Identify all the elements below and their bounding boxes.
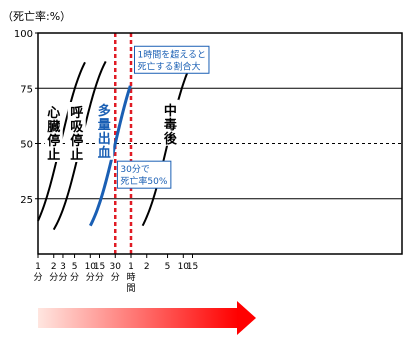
x-tick-label: 5: [72, 262, 78, 272]
y-tick-label: 75: [20, 84, 33, 95]
x-tick-label: 分: [86, 272, 95, 283]
series-label: 中毒後: [161, 99, 180, 147]
time-arrow-head: [237, 301, 256, 335]
annotation-text: 30分で死亡率50%: [120, 164, 167, 187]
x-tick-label: 間: [126, 283, 135, 294]
x-tick-label: 30: [110, 262, 122, 272]
series-label-bg: [67, 101, 86, 162]
y-tick-label: 50: [20, 140, 33, 151]
series-label-text: 心臓停止: [47, 106, 60, 163]
x-tick-label: 5: [165, 262, 171, 272]
x-tick-label: 15: [187, 262, 198, 272]
annotation-frame: [133, 45, 210, 74]
x-tick-label: 分: [95, 272, 104, 283]
x-tick-label: 10: [178, 262, 190, 272]
series-curve: [88, 85, 132, 227]
annotation-text: 1時間を超えると死亡する割合大: [137, 48, 205, 72]
y-tick-label: 25: [20, 195, 33, 206]
x-tick-label: 10: [85, 262, 97, 272]
annotation-box: 1時間を超えると死亡する割合大: [133, 45, 210, 74]
annotation-box: 30分で死亡率50%: [116, 160, 172, 189]
series-label-bg: [161, 99, 180, 146]
series-label-bg: [95, 99, 114, 160]
series-label-text: 多量出血: [98, 103, 111, 161]
x-tick-label: 2: [144, 262, 150, 272]
reference-lines: [114, 33, 133, 254]
x-tick-label: 2: [51, 262, 57, 272]
annotation-frame: [116, 160, 172, 189]
x-tick-label: 分: [111, 272, 120, 283]
series-label: 呼吸停止: [67, 101, 86, 163]
x-tick-label: 分: [70, 272, 79, 283]
x-tick-label: 3: [60, 262, 66, 272]
series-label-text: 中毒後: [164, 103, 178, 147]
x-tick-label: 分: [33, 272, 42, 283]
x-tick-label: 時: [126, 272, 135, 283]
series-label: 心臓停止: [44, 101, 63, 163]
grid-lines: [38, 87, 402, 200]
annotations: 1時間を超えると死亡する割合大 30分で死亡率50%: [116, 45, 210, 189]
x-tick-label: 1: [128, 262, 134, 272]
series-label: 多量出血: [95, 99, 114, 161]
x-tick-label: 分: [49, 272, 58, 283]
time-arrow: [38, 301, 256, 335]
plot-frame: [37, 32, 403, 255]
x-tick-label: 分: [58, 272, 67, 283]
y-axis-labels: 25 50 75 100: [14, 29, 38, 206]
x-tick-label: 1: [35, 262, 41, 272]
chart-title: （死亡率:%）: [2, 9, 71, 23]
x-tick-label: 15: [94, 262, 105, 272]
y-tick-label: 100: [14, 29, 33, 40]
series-label-text: 呼吸停止: [70, 105, 84, 163]
time-arrow-shaft: [38, 308, 238, 328]
series-label-bg: [44, 101, 63, 162]
